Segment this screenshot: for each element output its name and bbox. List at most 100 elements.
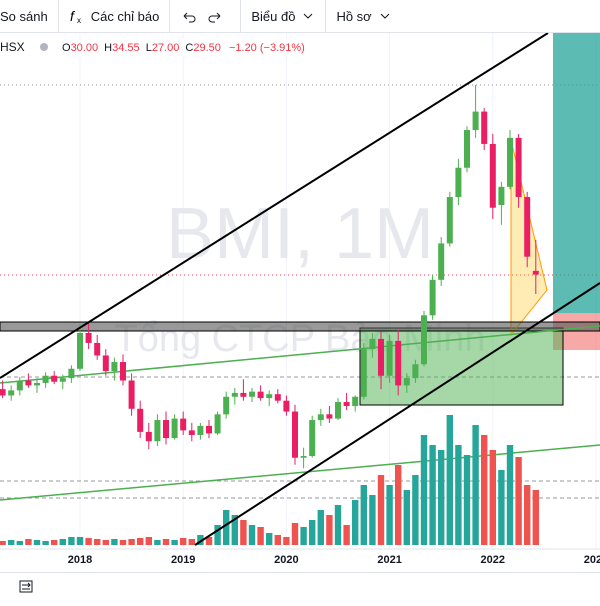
volume-bar <box>532 490 539 545</box>
x-tick-label: 2018 <box>68 554 92 566</box>
candle-body <box>524 197 531 257</box>
volume-bar <box>309 520 316 545</box>
label: Các chỉ báo <box>90 8 160 24</box>
volume-bar <box>291 523 299 545</box>
volume-bar <box>446 415 453 545</box>
volume-bar <box>197 535 204 545</box>
x-tick-label: 2019 <box>171 554 195 566</box>
undo-redo-icons <box>184 12 221 23</box>
candle-body <box>481 111 488 144</box>
volume-bar <box>429 445 436 545</box>
candle-body <box>403 378 410 386</box>
candle-body <box>223 396 230 415</box>
candle-body <box>335 402 341 419</box>
volume-bar <box>85 538 92 545</box>
candle-body <box>352 396 359 407</box>
volume-bar <box>334 505 342 545</box>
candle-body <box>369 338 376 350</box>
volume-bar <box>205 537 213 545</box>
value: 29.50 <box>193 42 221 54</box>
volume-bar <box>42 541 49 545</box>
profile-button[interactable]: Hồ sơ <box>326 0 401 32</box>
svg-text:x: x <box>77 16 81 24</box>
volume-bar <box>489 450 496 545</box>
volume-bar <box>317 510 324 545</box>
volume-bar <box>524 485 531 545</box>
candle-body <box>532 270 539 275</box>
candle-body <box>378 338 384 376</box>
chart-button[interactable]: Biểu đồ <box>241 0 327 32</box>
volume-bar <box>33 540 41 545</box>
candle-body <box>326 414 333 419</box>
candle-body <box>360 349 367 397</box>
key: H <box>104 42 112 54</box>
volume-bar <box>59 539 66 545</box>
candle-body <box>274 394 281 401</box>
candle-body <box>412 364 419 379</box>
volume-bar <box>403 490 410 545</box>
candles <box>0 84 539 469</box>
volume-bar <box>343 525 350 545</box>
candle-body <box>102 355 109 372</box>
volume-bar <box>188 539 195 545</box>
exchange: HSX <box>0 40 25 54</box>
volume-bar <box>128 539 135 545</box>
candle-body <box>214 414 221 434</box>
status-dot <box>40 43 48 51</box>
trend-line <box>0 444 600 501</box>
volume-bar <box>25 539 32 545</box>
candle-body <box>292 411 298 458</box>
candle-body <box>0 389 6 396</box>
candle-body <box>42 375 49 383</box>
legend-bg <box>0 38 320 56</box>
volume-bar <box>154 540 161 545</box>
volume-bar <box>76 537 84 545</box>
svg-text:f: f <box>70 8 76 24</box>
label: Hồ sơ <box>336 8 372 24</box>
volume-bar <box>8 540 15 545</box>
candle-body <box>283 400 290 412</box>
volume-bar <box>111 539 118 545</box>
candle-body <box>257 391 264 399</box>
chart: BMI, 1M Tổng CTCP Bảo Minh 2018 2019 2020 2… <box>0 33 600 566</box>
long-position-target <box>553 33 600 313</box>
candle-body <box>171 418 178 439</box>
candle-body <box>266 394 273 399</box>
volume-bar <box>472 425 479 545</box>
volume-bar <box>180 538 187 545</box>
volume-bar <box>438 450 445 545</box>
candle-body <box>395 340 402 386</box>
x-tick-label: 2022 <box>481 554 505 566</box>
candle-body <box>421 315 427 365</box>
candle-body <box>472 111 479 131</box>
volume-bar <box>223 510 230 545</box>
volume-bar <box>360 485 367 545</box>
volume-bar <box>94 539 101 545</box>
compare-button[interactable]: So sánh <box>0 0 59 32</box>
candle-body <box>8 390 15 396</box>
candle-body <box>498 186 505 206</box>
candle-body <box>163 420 169 439</box>
icon[interactable] <box>19 580 33 593</box>
candle-body <box>16 380 23 391</box>
candle-body <box>455 167 462 198</box>
candle-body <box>34 382 40 386</box>
channel-line <box>0 33 549 379</box>
volume-bar <box>171 540 178 545</box>
candle-body <box>489 143 496 208</box>
volume-bar <box>463 455 471 545</box>
label: So sánh <box>0 8 48 24</box>
candle-body <box>128 380 135 409</box>
legend: HSX O30.00 H34.55 L27.00 C29.50 −1.20 (−… <box>0 38 320 56</box>
volume-bar <box>137 538 144 545</box>
candle-body <box>446 197 453 244</box>
volume-bar <box>145 537 152 545</box>
candle-body <box>59 378 66 382</box>
volume-bar <box>0 541 6 545</box>
undo-redo[interactable] <box>170 0 242 32</box>
trend-line <box>0 325 600 384</box>
volume-bar <box>326 515 333 545</box>
bottom-bar <box>0 572 600 601</box>
